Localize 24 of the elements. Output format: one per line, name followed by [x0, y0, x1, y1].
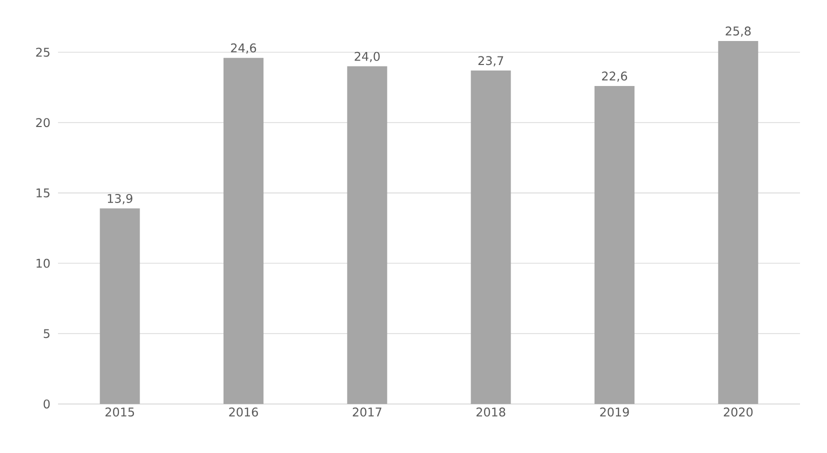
bar — [224, 58, 264, 404]
y-tick-label: 20 — [36, 118, 50, 128]
y-tick-label: 10 — [36, 258, 50, 268]
bar — [347, 66, 388, 404]
y-tick-label: 25 — [36, 48, 50, 57]
data-label: 24,6 — [231, 43, 256, 54]
x-tick-label: 2019 — [600, 408, 629, 417]
data-label: 24,0 — [354, 52, 380, 62]
data-label: 23,7 — [478, 56, 504, 66]
y-tick-label: 5 — [44, 329, 50, 338]
x-tick-label: 2015 — [106, 408, 134, 417]
data-label: 25,8 — [726, 26, 751, 37]
bar — [718, 40, 758, 404]
data-label: 22,6 — [602, 72, 628, 82]
data-label: 13,9 — [108, 194, 132, 204]
x-tick-label: 2017 — [352, 408, 382, 417]
bar — [594, 86, 635, 404]
y-tick-label: 0 — [44, 399, 50, 409]
x-tick-label: 2016 — [229, 408, 258, 417]
bar — [470, 70, 511, 404]
y-tick-label: 15 — [36, 188, 50, 198]
x-tick-label: 2020 — [724, 408, 753, 417]
x-tick-label: 2018 — [476, 408, 506, 417]
bar — [100, 208, 140, 404]
